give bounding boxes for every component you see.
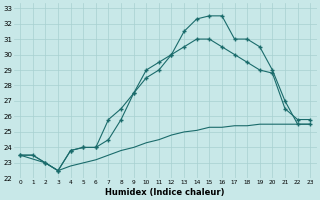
X-axis label: Humidex (Indice chaleur): Humidex (Indice chaleur)	[106, 188, 225, 197]
